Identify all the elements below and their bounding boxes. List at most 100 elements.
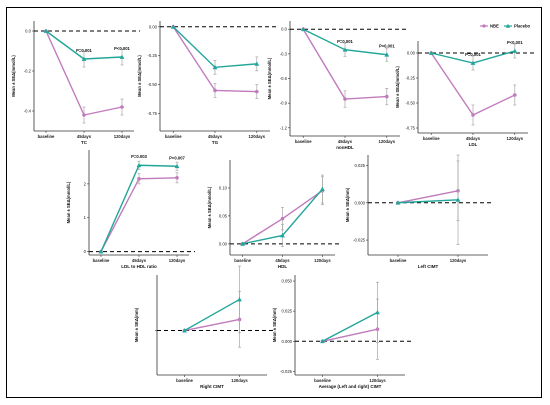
placebo-point	[384, 52, 390, 57]
x-tick-label: 120days	[314, 258, 331, 263]
placebo-point	[512, 48, 518, 53]
y-axis-title: Mean ± SEΔ(mmol/L)	[66, 181, 71, 223]
y-tick-label: -0.9	[280, 101, 288, 106]
figure-frame	[6, 7, 542, 398]
nbe-point	[137, 176, 141, 181]
nbe-point	[254, 89, 259, 94]
series-line-nbe	[100, 177, 178, 252]
series-line-nbe	[322, 328, 378, 342]
y-tick-label: 0.025	[282, 309, 293, 314]
series-line-nbe	[184, 318, 240, 332]
y-tick-label: -0.3	[280, 51, 288, 56]
x-tick-label: 120days	[249, 134, 266, 139]
x-axis-title: Right CIMT	[200, 384, 224, 389]
placebo-point	[170, 24, 176, 29]
y-tick-label: 0.025	[355, 163, 366, 168]
p-value-annotation: P=0.001	[465, 52, 481, 57]
y-tick-label: 0.0	[25, 29, 31, 34]
p-value-annotation: P=0.007	[169, 155, 185, 160]
y-tick-label: -0.025	[353, 238, 366, 243]
placebo-point	[212, 64, 218, 70]
y-axis-title: Mean ± SEΔ(mm)	[345, 187, 350, 222]
x-tick-label: 120days	[507, 136, 524, 141]
y-tick-label: 0.0	[281, 27, 287, 32]
y-tick-label: -0.2	[24, 69, 32, 74]
y-tick-label: -0.75	[405, 126, 415, 131]
nbe-point	[471, 113, 475, 117]
placebo-point	[254, 61, 260, 66]
x-axis-title: LDL to HDL ratio	[121, 264, 157, 269]
y-tick-label: -0.50	[405, 101, 415, 106]
chart-panel-acimt: 0.050 0.025 0.000 -0.025 baseline 120daysAver…	[272, 275, 411, 389]
placebo-point	[174, 163, 180, 169]
y-axis-title: Mean ± SEΔ(mmol/L)	[207, 186, 212, 228]
x-tick-label: baseline	[423, 136, 440, 141]
nbe-point	[120, 105, 124, 109]
y-tick-label: 0.10	[219, 185, 228, 190]
x-tick-label: 120days	[114, 134, 131, 139]
x-tick-label: 45days	[132, 258, 147, 263]
y-tick-label: 0.00	[219, 241, 228, 246]
y-tick-label: 0.05	[219, 213, 228, 218]
placebo-point	[470, 60, 476, 65]
x-tick-label: baseline	[93, 258, 110, 263]
series-line-nbe	[172, 26, 257, 93]
y-tick-label: 0.050	[282, 279, 293, 284]
legend-label: NBE	[490, 24, 499, 29]
y-tick-label: -0.25	[405, 76, 415, 81]
p-value-annotation: P=0.001	[76, 48, 92, 53]
placebo-point	[300, 26, 306, 32]
placebo-point	[119, 54, 125, 59]
x-tick-label: baseline	[295, 139, 312, 144]
y-tick-label: -1.2	[280, 125, 288, 130]
placebo-point	[320, 338, 325, 344]
legend-circle-marker	[482, 24, 486, 28]
p-value-annotation: P<0.001	[507, 40, 523, 45]
x-axis-title: HDL	[278, 264, 287, 269]
x-tick-label: 120days	[169, 258, 186, 263]
y-axis-title: Mean ± SEΔ(mmol/L)	[395, 66, 400, 108]
placebo-point	[136, 162, 142, 168]
x-tick-label: 120days	[379, 139, 396, 144]
placebo-point	[455, 197, 461, 202]
chart-panel-rcimt: baseline 120days Right CIMT Mean ± SEΔ(mm)	[134, 265, 273, 389]
placebo-point	[81, 56, 87, 61]
chart-panel-tc: 0.0 -0.2 -0.4 baseline 45days 120days TC Mean ±…	[11, 21, 140, 145]
x-tick-label: 45days	[208, 134, 223, 139]
x-tick-label: baseline	[38, 134, 55, 139]
y-axis-title: Mean ± SEΔ(mm)	[272, 307, 277, 342]
x-tick-label: 45days	[77, 134, 92, 139]
placebo-point	[428, 50, 434, 55]
placebo-point	[342, 47, 348, 52]
nbe-point	[213, 88, 217, 93]
series-line-placebo	[322, 311, 378, 342]
series-line-placebo	[397, 199, 459, 204]
x-axis-title: nonHDL	[336, 145, 354, 150]
y-tick-label: -0.25	[147, 53, 157, 58]
placebo-point	[375, 309, 380, 315]
y-tick-label: -0.75	[147, 111, 157, 116]
chart-panel-nonhdl: 0.0 -0.3 -0.6 -0.9 -1.2 baseline 45days 120days…	[267, 21, 406, 150]
y-tick-label: 0.000	[355, 200, 366, 205]
chart-panel-tg: 0.00 -0.25 -0.50 -0.75 baseline 45days 120days…	[137, 21, 276, 145]
x-tick-label: 120days	[369, 378, 386, 383]
x-tick-label: 120days	[231, 378, 248, 383]
y-tick-label: 1	[84, 215, 87, 220]
p-value-annotation: P=0.001	[337, 39, 353, 44]
placebo-point	[43, 28, 49, 33]
y-tick-label: -0.50	[147, 82, 157, 87]
x-tick-label: baseline	[234, 258, 251, 263]
series-line-placebo	[184, 298, 240, 332]
x-axis-title: TG	[212, 140, 219, 145]
placebo-point	[240, 241, 245, 246]
x-tick-label: 45days	[466, 136, 481, 141]
y-tick-label: 0	[84, 249, 87, 254]
x-axis-title: TC	[81, 140, 88, 145]
series-line-nbe	[397, 190, 459, 204]
p-value-annotation: P<0.001	[114, 46, 130, 51]
legend: NBE Placebo	[480, 24, 531, 29]
chart-panel-lcimt: 0.025 0.000 -0.025 baseline 120days Left CIMT…	[345, 154, 494, 269]
x-tick-label: baseline	[165, 134, 182, 139]
y-tick-label: 2	[84, 181, 87, 186]
